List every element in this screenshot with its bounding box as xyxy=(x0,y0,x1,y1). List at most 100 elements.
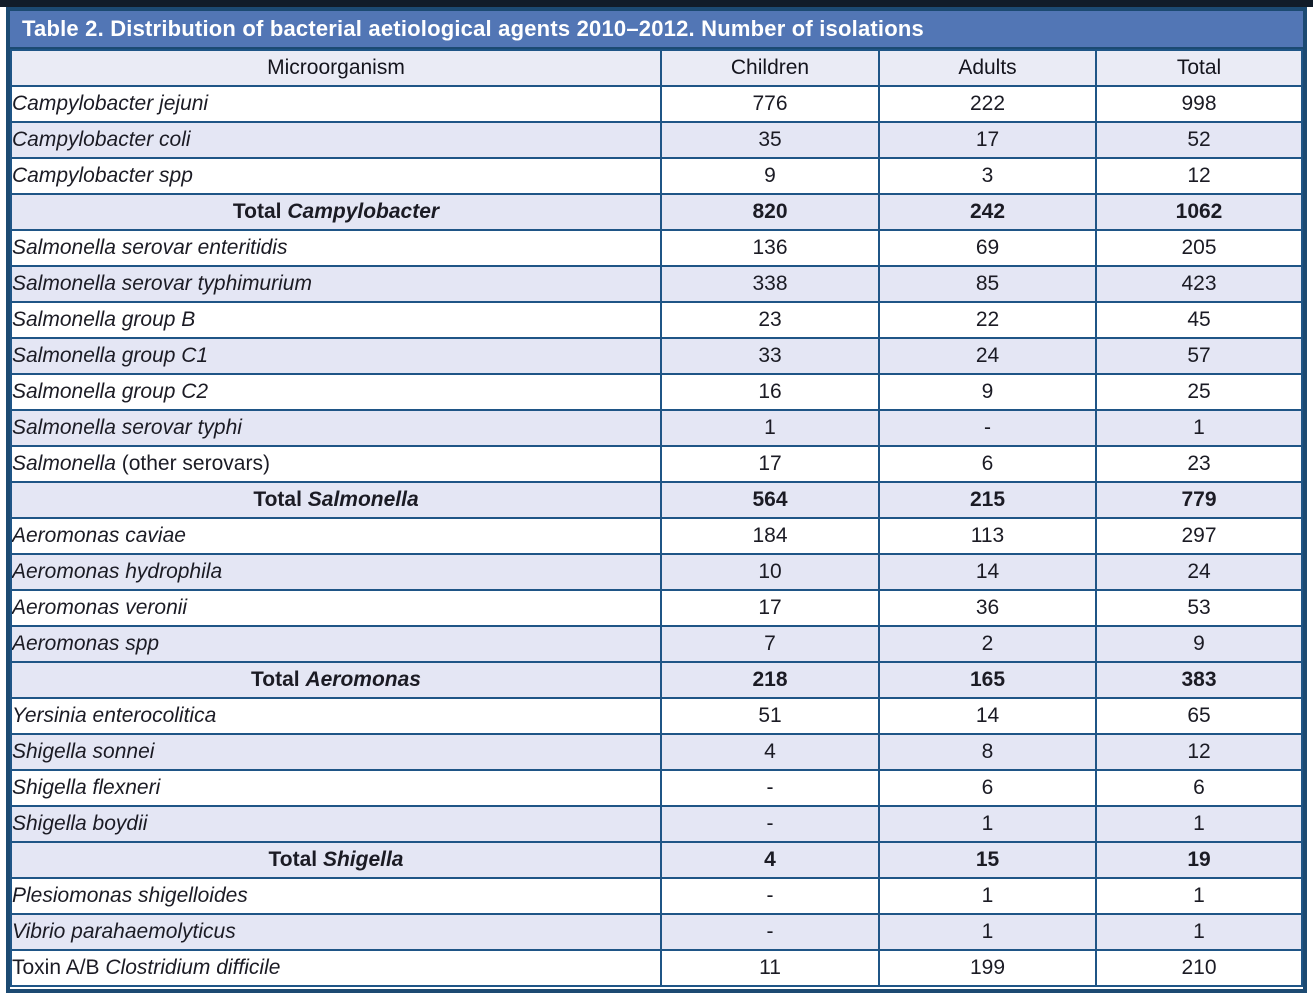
total-row: Total Salmonella 564 215 779 xyxy=(10,481,1303,519)
adults-cell: 113 xyxy=(878,517,1097,555)
table-row: Salmonella group C1 33 24 57 xyxy=(10,337,1303,375)
page-top-edge xyxy=(0,0,1313,7)
adults-cell: 22 xyxy=(878,301,1097,339)
microorganism-cell: Salmonella (other serovars) xyxy=(10,445,662,483)
microorganism-cell: Total Aeromonas xyxy=(10,661,662,699)
microorganism-name-segment: Campylobacter jejuni xyxy=(12,92,209,115)
microorganism-cell: Aeromonas caviae xyxy=(10,517,662,555)
adults-cell: 6 xyxy=(878,445,1097,483)
children-cell: 7 xyxy=(660,625,880,663)
microorganism-name-segment: Aeromonas veronii xyxy=(12,596,188,619)
children-cell: 184 xyxy=(660,517,880,555)
table-row: Plesiomonas shigelloides -1 1 xyxy=(10,877,1303,915)
children-cell: 23 xyxy=(660,301,880,339)
microorganism-cell: Shigella sonnei xyxy=(10,733,662,771)
total-cell: 998 xyxy=(1095,85,1303,123)
children-cell: 218 xyxy=(660,661,880,699)
microorganism-cell: Total Campylobacter xyxy=(10,193,662,231)
adults-cell: 199 xyxy=(878,949,1097,987)
table-row: Shigella sonnei 4 8 12 xyxy=(10,733,1303,771)
total-row: Total Campylobacter 820 242 1062 xyxy=(10,193,1303,231)
table-row: Campylobacter jejuni 776 222 998 xyxy=(10,85,1303,123)
microorganism-name-segment: Salmonella group B xyxy=(12,308,196,331)
total-cell: 210 xyxy=(1095,949,1303,987)
microorganism-cell: Total Shigella xyxy=(10,841,662,879)
total-cell: 779 xyxy=(1095,481,1303,519)
total-cell: 53 xyxy=(1095,589,1303,627)
adults-cell: 6 xyxy=(878,769,1097,807)
children-cell: 136 xyxy=(660,229,880,267)
table-row: Aeromonas veronii 17 36 53 xyxy=(10,589,1303,627)
microorganism-name-segment: Total xyxy=(232,200,288,223)
table-title-bar: Table 2. Distribution of bacterial aetio… xyxy=(10,11,1303,49)
children-cell: 10 xyxy=(660,553,880,591)
microorganism-cell: Aeromonas veronii xyxy=(10,589,662,627)
column-header-adults: Adults xyxy=(878,49,1097,87)
adults-cell: 1 xyxy=(878,877,1097,915)
adults-cell: 242 xyxy=(878,193,1097,231)
isolations-table-body: Campylobacter jejuni 776 222 998 Campylobact… xyxy=(10,85,1303,987)
children-cell: 16 xyxy=(660,373,880,411)
microorganism-name-segment: Aeromonas spp xyxy=(12,632,160,655)
table-2-frame: Table 2. Distribution of bacterial aetio… xyxy=(6,7,1307,993)
microorganism-name-segment: Salmonella serovar enteritidis xyxy=(12,236,288,259)
table-row: Salmonella group C2 16 9 25 xyxy=(10,373,1303,411)
microorganism-name-segment: Shigella sonnei xyxy=(12,740,155,763)
microorganism-cell: Shigella boydii xyxy=(10,805,662,843)
table-row: Vibrio parahaemolyticus -1 1 xyxy=(10,913,1303,951)
microorganism-name-segment: Shigella flexneri xyxy=(12,776,161,799)
isolations-table: Microorganism Children Adults Total Camp… xyxy=(10,49,1303,987)
adults-cell: 2 xyxy=(878,625,1097,663)
children-cell: - xyxy=(660,805,880,843)
total-cell: 19 xyxy=(1095,841,1303,879)
adults-cell: 15 xyxy=(878,841,1097,879)
children-cell: 4 xyxy=(660,733,880,771)
adults-cell: 165 xyxy=(878,661,1097,699)
total-cell: 1 xyxy=(1095,409,1303,447)
microorganism-cell: Campylobacter coli xyxy=(10,121,662,159)
microorganism-name-segment: Total xyxy=(268,848,323,871)
total-cell: 25 xyxy=(1095,373,1303,411)
microorganism-name-segment: (other serovars) xyxy=(115,452,270,475)
adults-cell: 17 xyxy=(878,121,1097,159)
header-row: Microorganism Children Adults Total xyxy=(10,49,1303,87)
total-cell: 12 xyxy=(1095,157,1303,195)
microorganism-name-segment: Aeromonas xyxy=(305,668,421,691)
microorganism-name-segment: Salmonella xyxy=(12,452,116,475)
table-header: Microorganism Children Adults Total xyxy=(10,49,1303,87)
adults-cell: 215 xyxy=(878,481,1097,519)
total-cell: 45 xyxy=(1095,301,1303,339)
children-cell: 338 xyxy=(660,265,880,303)
children-cell: 17 xyxy=(660,445,880,483)
total-cell: 297 xyxy=(1095,517,1303,555)
table-row: Yersinia enterocolitica 51 14 65 xyxy=(10,697,1303,735)
microorganism-name-segment: Aeromonas caviae xyxy=(12,524,186,547)
microorganism-name-segment: Salmonella serovar typhimurium xyxy=(12,272,312,295)
microorganism-name-segment: Salmonella xyxy=(307,488,419,511)
table-row: Aeromonas hydrophila 10 14 24 xyxy=(10,553,1303,591)
microorganism-cell: Salmonella group B xyxy=(10,301,662,339)
children-cell: 17 xyxy=(660,589,880,627)
microorganism-name-segment: Total xyxy=(251,668,306,691)
table-row: Salmonella (other serovars) 17 6 23 xyxy=(10,445,1303,483)
children-cell: 33 xyxy=(660,337,880,375)
table-row: Aeromonas caviae 184 113 297 xyxy=(10,517,1303,555)
column-header-children: Children xyxy=(660,49,880,87)
microorganism-name-segment: Salmonella serovar typhi xyxy=(12,416,242,439)
children-cell: 35 xyxy=(660,121,880,159)
children-cell: 51 xyxy=(660,697,880,735)
microorganism-cell: Total Salmonella xyxy=(10,481,662,519)
adults-cell: 9 xyxy=(878,373,1097,411)
microorganism-name-segment: Campylobacter spp xyxy=(12,164,193,187)
microorganism-name-segment: Yersinia enterocolitica xyxy=(12,704,217,727)
microorganism-name-segment: Shigella boydii xyxy=(12,812,148,835)
microorganism-name-segment: Clostridium difficile xyxy=(105,956,281,979)
adults-cell: 85 xyxy=(878,265,1097,303)
adults-cell: 8 xyxy=(878,733,1097,771)
table-row: Salmonella group B 23 22 45 xyxy=(10,301,1303,339)
microorganism-name-segment: Vibrio parahaemolyticus xyxy=(12,920,236,943)
microorganism-name-segment: Salmonella group C2 xyxy=(12,380,209,403)
total-cell: 205 xyxy=(1095,229,1303,267)
total-cell: 423 xyxy=(1095,265,1303,303)
table-row: Aeromonas spp 7 2 9 xyxy=(10,625,1303,663)
